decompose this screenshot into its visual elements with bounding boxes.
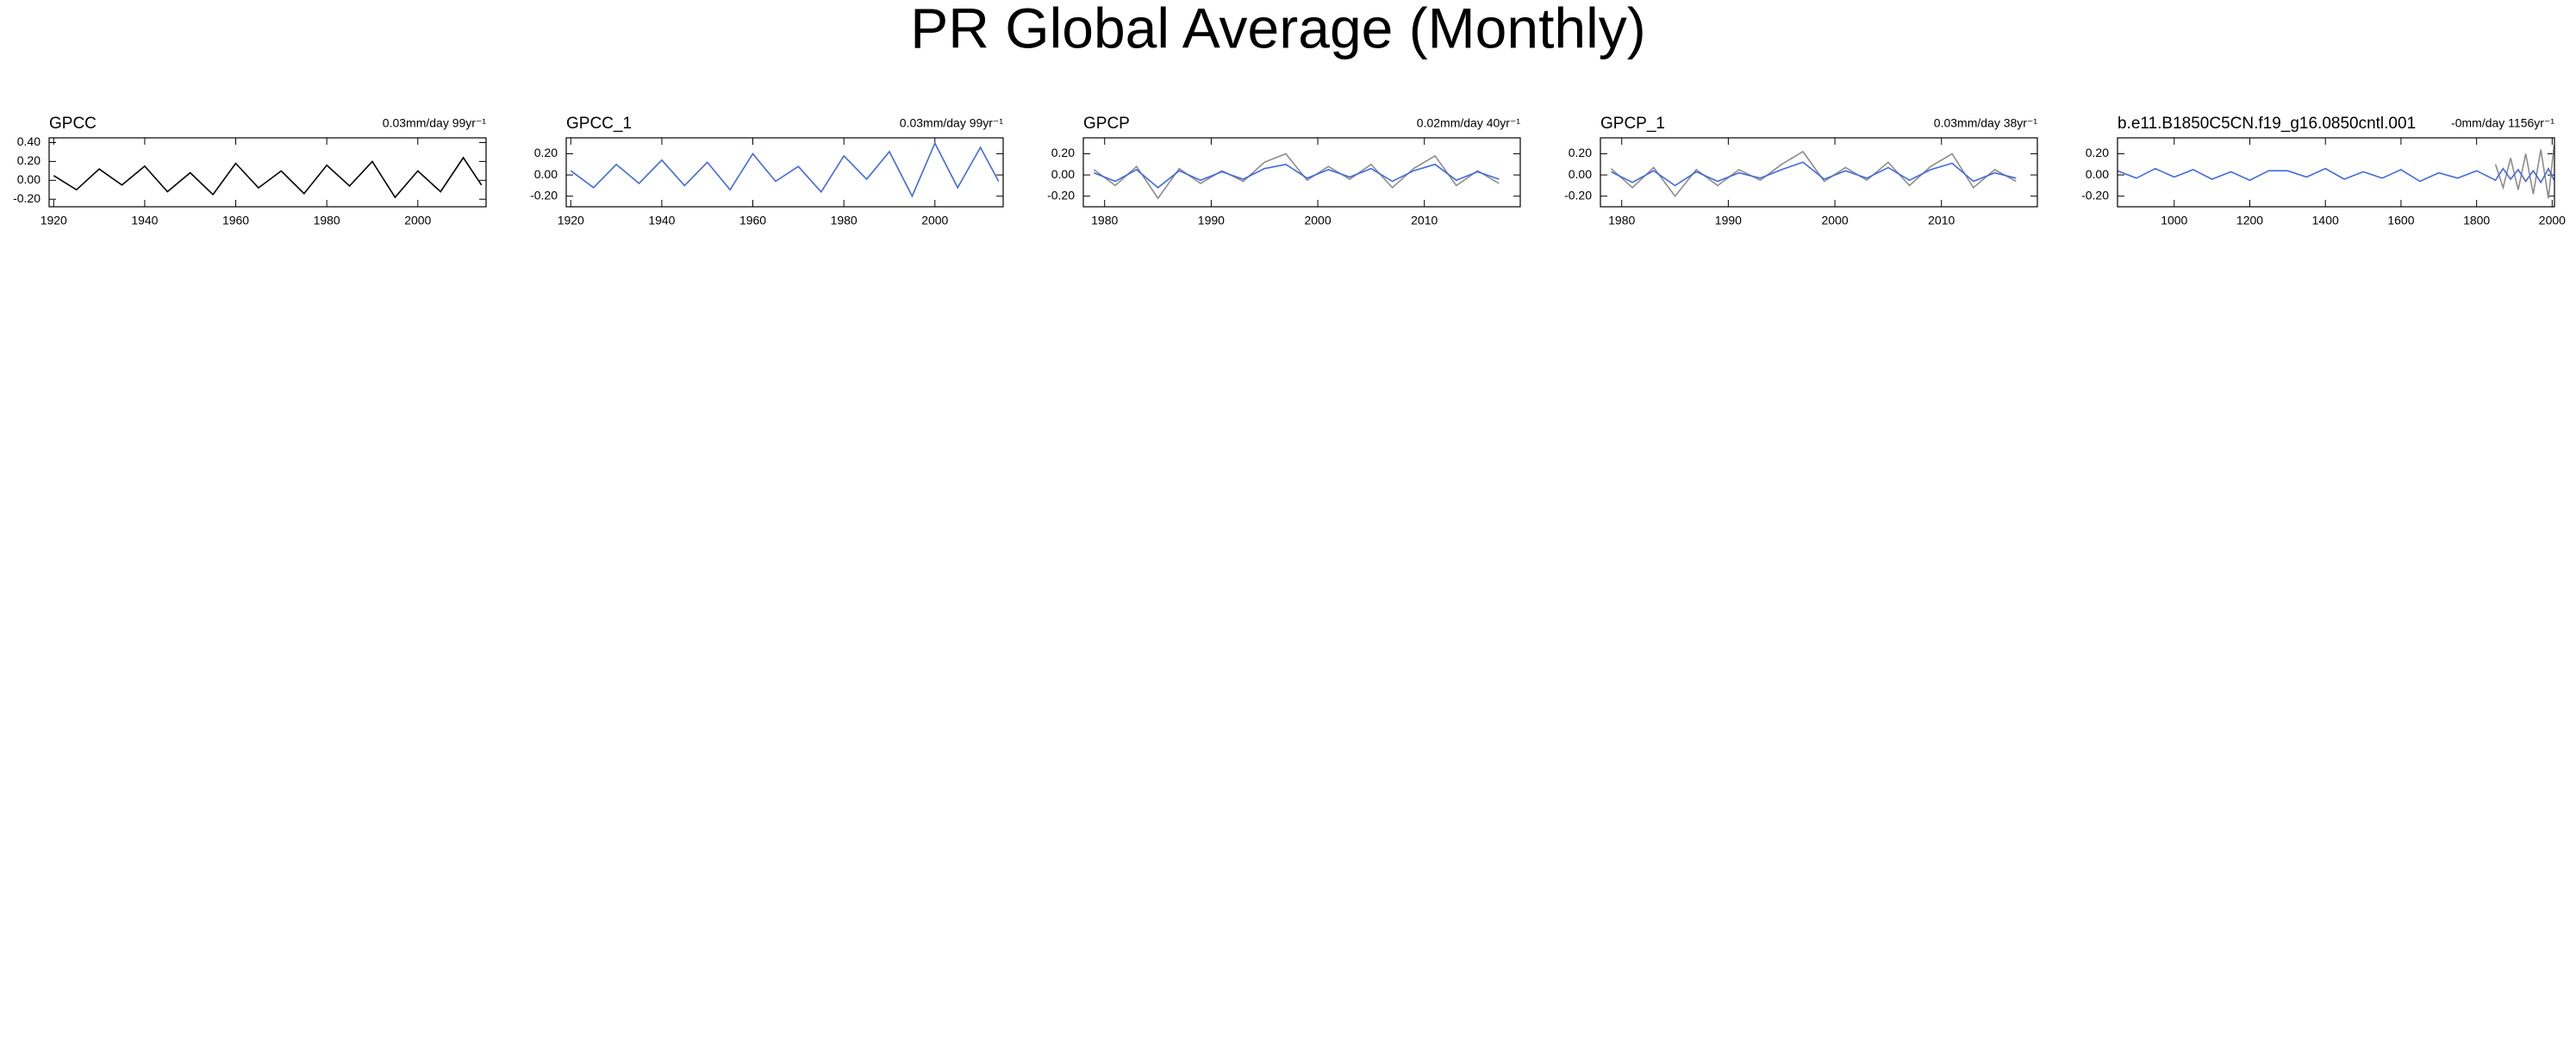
x-tick-label: 1920 — [41, 214, 67, 227]
y-tick-label: -0.20 — [530, 188, 558, 202]
y-tick-label: 0.00 — [1051, 167, 1075, 181]
panel-title: GPCC — [49, 115, 97, 133]
x-tick-label: 1980 — [831, 214, 858, 227]
panel-title: GPCC_1 — [566, 115, 632, 133]
series-line — [2494, 145, 2555, 199]
y-tick-label: 0.00 — [1569, 167, 1592, 181]
series-line — [1093, 152, 1500, 200]
panel-subtitle: 0.02mm/day 40yr⁻¹ — [1417, 116, 1521, 130]
y-tick-label: 0.20 — [17, 153, 41, 167]
series-line — [2117, 166, 2555, 184]
x-tick-label: 2000 — [404, 214, 431, 227]
x-tick-label: 2000 — [1304, 214, 1331, 227]
panel-title: GPCP — [1083, 115, 1130, 133]
x-tick-label: 1200 — [2236, 214, 2263, 227]
y-tick-label: 0.40 — [17, 134, 41, 148]
x-tick-label: 2000 — [921, 214, 948, 227]
panel-subtitle: -0mm/day 1156yr⁻¹ — [2451, 116, 2554, 130]
x-tick-label: 1400 — [2312, 214, 2339, 227]
plot-frame — [1600, 137, 2038, 208]
series-line — [570, 141, 1000, 198]
panel-subtitle: 0.03mm/day 38yr⁻¹ — [1934, 116, 2038, 130]
x-tick-label: 1600 — [2387, 214, 2414, 227]
x-tick-label: 1960 — [222, 214, 249, 227]
y-tick-label: 0.00 — [2086, 167, 2109, 181]
series-line — [1094, 163, 1500, 189]
y-tick-label: 0.00 — [17, 172, 41, 186]
y-tick-label: -0.20 — [2081, 188, 2109, 202]
y-tick-label: -0.20 — [13, 191, 41, 205]
x-tick-label: 1940 — [131, 214, 158, 227]
panel-title: GPCP_1 — [1600, 115, 1665, 133]
plot-frame — [1082, 137, 1521, 208]
x-tick-label: 1980 — [1091, 214, 1118, 227]
x-tick-label: 2010 — [1411, 214, 1438, 227]
x-tick-label: 1000 — [2161, 214, 2187, 227]
plot-frame — [2117, 137, 2555, 208]
y-tick-label: -0.20 — [1047, 188, 1075, 202]
y-tick-label: 0.20 — [1051, 146, 1075, 159]
x-tick-label: 2010 — [1928, 214, 1955, 227]
panel-subtitle: 0.03mm/day 99yr⁻¹ — [900, 116, 1004, 130]
x-tick-label: 2000 — [1821, 214, 1848, 227]
panel-title: b.e11.B1850C5CN.f19_g16.0850cntl.001 — [2118, 115, 2416, 133]
x-tick-label: 1920 — [558, 214, 584, 227]
series-line — [1610, 150, 2017, 198]
panel-subtitle: 0.03mm/day 99yr⁻¹ — [383, 116, 487, 130]
x-tick-label: 1990 — [1715, 214, 1742, 227]
x-tick-label: 2000 — [2539, 214, 2566, 227]
x-tick-label: 1980 — [314, 214, 340, 227]
x-tick-label: 1960 — [739, 214, 766, 227]
x-tick-label: 1990 — [1198, 214, 1225, 227]
main-title: PR Global Average (Monthly) — [910, 0, 1646, 59]
y-tick-label: -0.20 — [1564, 188, 1592, 202]
x-tick-label: 1940 — [648, 214, 675, 227]
x-tick-label: 1800 — [2463, 214, 2490, 227]
plot-frame — [565, 137, 1004, 208]
x-tick-label: 1980 — [1608, 214, 1635, 227]
series-line — [53, 156, 483, 199]
y-tick-label: 0.20 — [534, 146, 558, 159]
y-tick-label: 0.20 — [2086, 146, 2109, 159]
y-tick-label: 0.00 — [534, 167, 558, 181]
series-line — [1611, 161, 2017, 187]
plot-frame — [48, 137, 487, 208]
y-tick-label: 0.20 — [1569, 146, 1592, 159]
